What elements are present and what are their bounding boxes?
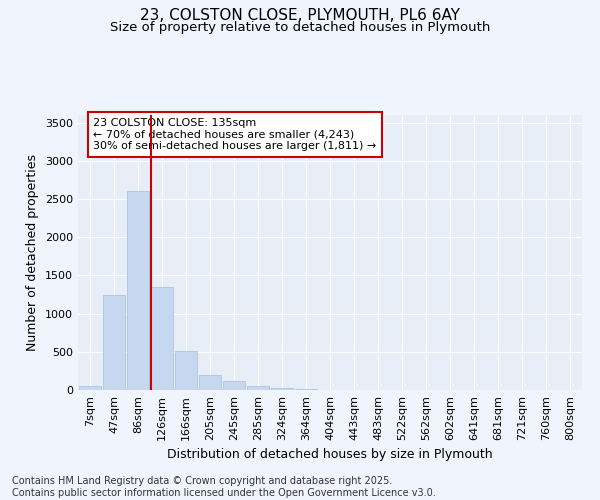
Bar — [79, 386, 101, 390]
Y-axis label: Number of detached properties: Number of detached properties — [26, 154, 40, 351]
Text: 23 COLSTON CLOSE: 135sqm
← 70% of detached houses are smaller (4,243)
30% of sem: 23 COLSTON CLOSE: 135sqm ← 70% of detach… — [93, 118, 376, 151]
Bar — [295, 389, 317, 390]
Text: Size of property relative to detached houses in Plymouth: Size of property relative to detached ho… — [110, 21, 490, 34]
Bar — [175, 351, 197, 390]
Bar — [151, 287, 173, 390]
Bar — [103, 294, 125, 390]
Bar — [247, 386, 269, 390]
Bar — [223, 381, 245, 390]
Bar — [199, 374, 221, 390]
Bar — [271, 388, 293, 390]
Text: 23, COLSTON CLOSE, PLYMOUTH, PL6 6AY: 23, COLSTON CLOSE, PLYMOUTH, PL6 6AY — [140, 8, 460, 22]
X-axis label: Distribution of detached houses by size in Plymouth: Distribution of detached houses by size … — [167, 448, 493, 461]
Bar — [127, 192, 149, 390]
Text: Contains HM Land Registry data © Crown copyright and database right 2025.
Contai: Contains HM Land Registry data © Crown c… — [12, 476, 436, 498]
